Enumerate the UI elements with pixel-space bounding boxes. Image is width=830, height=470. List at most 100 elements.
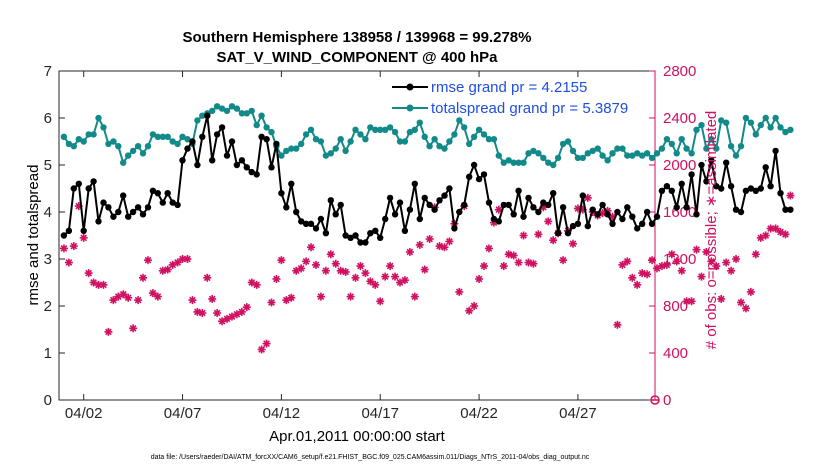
rmse-point — [100, 199, 107, 206]
spread-point — [648, 154, 656, 162]
spread-point — [85, 131, 92, 138]
spread-point — [302, 131, 310, 138]
spread-point — [90, 131, 97, 138]
rmse-point — [762, 164, 769, 171]
spread-point — [545, 159, 552, 166]
assimilated-obs-marker — [64, 258, 73, 267]
y-tick-label: 7 — [44, 63, 52, 80]
rmse-point — [238, 157, 246, 164]
assimilated-obs-marker — [84, 269, 93, 278]
rmse-point — [480, 171, 488, 178]
spread-point — [337, 136, 344, 143]
spread-point — [658, 145, 666, 152]
spread-point — [218, 105, 226, 112]
rmse-point — [357, 239, 364, 246]
assimilated-obs-marker — [203, 273, 212, 282]
spread-point — [95, 114, 102, 122]
assimilated-obs-marker — [410, 292, 419, 301]
assimilated-obs-marker — [618, 260, 627, 269]
rmse-point — [263, 136, 270, 143]
spread-point — [668, 140, 675, 148]
spread-point — [772, 114, 779, 122]
rmse-point — [554, 230, 562, 237]
spread-point — [184, 136, 191, 143]
rmse-point — [718, 185, 725, 192]
spread-point — [490, 136, 498, 143]
spread-point — [258, 112, 265, 119]
spread-point — [574, 154, 582, 162]
spread-point — [584, 150, 591, 157]
rmse-point — [688, 171, 695, 178]
spread-point — [589, 147, 596, 155]
assimilated-obs-marker — [712, 262, 721, 271]
spread-point — [782, 128, 789, 136]
spread-point — [461, 124, 468, 131]
spread-point — [80, 138, 87, 145]
spread-point — [515, 159, 522, 166]
rmse-point — [120, 192, 127, 199]
rmse-point — [609, 220, 616, 227]
spread-point — [505, 157, 512, 164]
rmse-point — [530, 204, 537, 211]
assimilated-obs-marker — [549, 236, 558, 245]
spread-point — [470, 133, 478, 140]
assimilated-obs-marker — [480, 262, 489, 271]
assimilated-obs-marker — [643, 270, 652, 279]
assimilated-obs-marker — [677, 266, 686, 275]
assimilated-obs-marker — [425, 235, 434, 244]
rmse-point — [470, 161, 478, 169]
assimilated-obs-marker — [134, 296, 143, 305]
assimilated-obs-marker — [786, 191, 795, 200]
spread-point — [243, 110, 250, 117]
spread-point — [708, 136, 715, 143]
rmse-point — [273, 140, 280, 148]
spread-point — [550, 161, 557, 169]
assimilated-obs-marker — [391, 272, 400, 281]
spread-point — [777, 124, 784, 131]
rmse-point — [495, 218, 502, 225]
spread-point — [500, 159, 507, 166]
assimilated-obs-marker — [687, 297, 696, 306]
rmse-point — [70, 185, 78, 192]
spread-point — [723, 119, 730, 126]
rmse-point — [629, 213, 636, 220]
rmse-point — [65, 227, 73, 234]
rmse-point — [446, 185, 453, 192]
y2-tick-label: 2800 — [663, 63, 696, 80]
spread-point — [431, 136, 438, 143]
rmse-point — [60, 232, 68, 239]
x-tick-label: 04/02 — [65, 405, 103, 422]
spread-point — [554, 154, 562, 162]
rmse-point — [767, 183, 774, 190]
assimilated-obs-marker — [613, 320, 622, 329]
assimilated-obs-marker — [534, 230, 543, 239]
chart-title: Southern Hemisphere 138958 / 139968 = 99… — [183, 29, 532, 46]
spread-point — [317, 138, 325, 145]
spread-point — [564, 138, 572, 145]
rmse-point — [708, 157, 715, 164]
spread-point — [120, 159, 127, 166]
assimilated-obs-marker — [633, 280, 642, 289]
footnote: data file: /Users/raeder/DAI/ATM_forcXX/… — [151, 454, 590, 461]
rmse-point — [564, 230, 572, 237]
rmse-point — [396, 199, 404, 206]
assimilated-obs-marker — [346, 292, 355, 301]
spread-point — [268, 128, 275, 136]
rmse-point — [737, 208, 745, 216]
rmse-point — [515, 187, 522, 194]
rmse-point — [159, 199, 166, 206]
rmse-point — [372, 227, 379, 234]
spread-point — [688, 150, 695, 157]
spread-point — [742, 114, 750, 122]
assimilated-obs-marker — [257, 345, 266, 354]
assimilated-obs-marker — [376, 297, 385, 306]
assimilated-obs-marker — [445, 237, 454, 246]
spread-point — [446, 138, 453, 145]
spread-point — [599, 152, 606, 159]
rmse-point — [525, 194, 532, 202]
rmse-point — [179, 157, 186, 164]
spread-point — [466, 140, 473, 148]
spread-point — [727, 143, 735, 150]
rmse-point — [129, 208, 137, 216]
legend-spread-marker — [406, 104, 414, 112]
